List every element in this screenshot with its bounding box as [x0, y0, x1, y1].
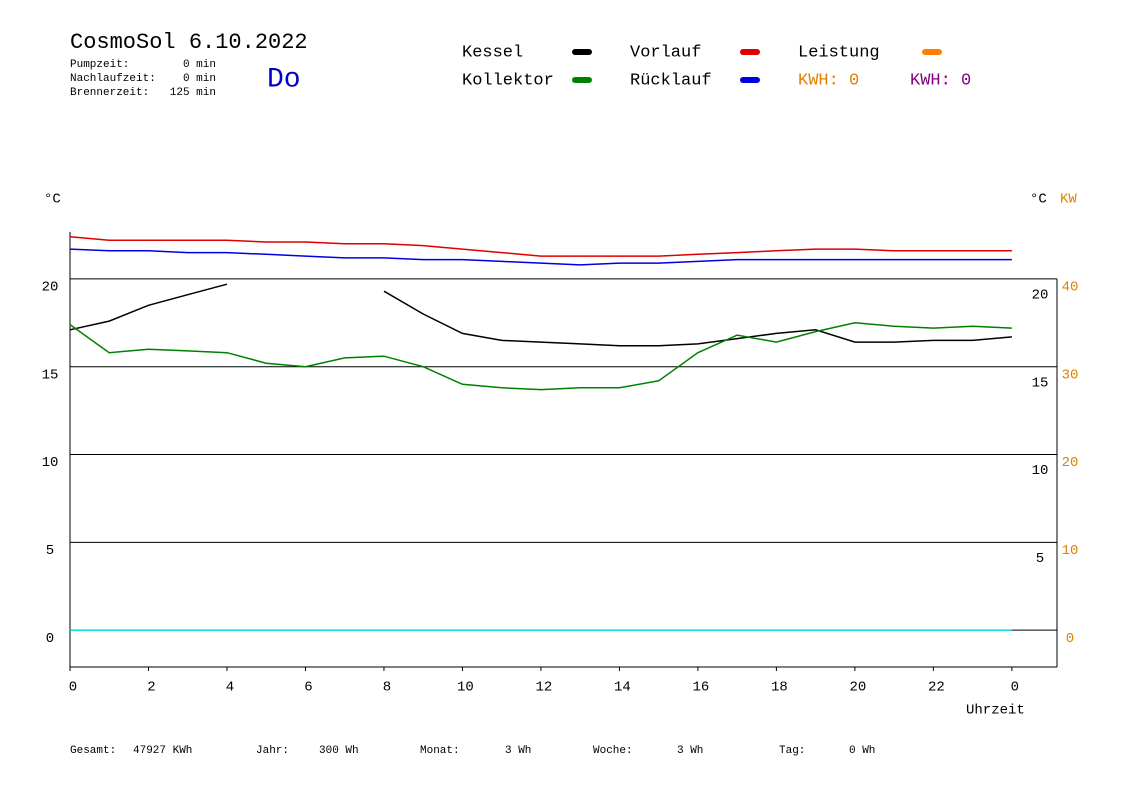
kwh-label: KWH: 0	[910, 71, 971, 90]
legend-label: Rücklauf	[630, 71, 712, 90]
y-tick-label: 10	[42, 455, 59, 471]
legend-label: Vorlauf	[630, 43, 701, 62]
legend-swatch	[740, 77, 760, 83]
legend-label: Kollektor	[462, 71, 554, 90]
y-axis-label: °C	[44, 192, 61, 208]
y2-tick-label: 10	[1062, 543, 1079, 559]
y-tick-label: 15	[42, 367, 59, 383]
y-right-tick-label: 10	[1032, 463, 1049, 479]
info-value: 0 min	[183, 59, 216, 71]
footer-label: Jahr:	[256, 745, 289, 757]
footer-value: 47927 KWh	[133, 745, 192, 757]
x-tick-label: 20	[849, 680, 866, 696]
y2-tick-label: 20	[1062, 455, 1079, 471]
info-label: Brennerzeit:	[70, 87, 149, 99]
legend-swatch	[922, 49, 942, 55]
x-tick-label: 14	[614, 680, 631, 696]
x-tick-label: 10	[457, 680, 474, 696]
y-tick-label: 5	[46, 543, 54, 559]
y-right-tick-label: 20	[1032, 288, 1049, 304]
series-line	[69, 236, 1012, 257]
y2-axis-label: KW	[1060, 192, 1077, 208]
info-value: 0 min	[183, 73, 216, 85]
series-line	[69, 248, 1012, 266]
footer-value: 3 Wh	[677, 745, 703, 757]
series-line	[69, 283, 1012, 347]
footer-label: Woche:	[593, 745, 633, 757]
x-tick-label: 2	[147, 680, 155, 696]
y2-tick-label: 40	[1062, 280, 1079, 296]
legend-swatch	[740, 49, 760, 55]
y-tick-label: 20	[42, 280, 59, 296]
footer-value: 300 Wh	[319, 745, 359, 757]
x-tick-label: 22	[928, 680, 945, 696]
x-axis-label: Uhrzeit	[966, 703, 1025, 719]
footer-value: 3 Wh	[505, 745, 531, 757]
info-label: Nachlaufzeit:	[70, 73, 156, 85]
y-right-tick-label: 5	[1036, 551, 1044, 567]
legend-swatch	[572, 77, 592, 83]
y2-tick-label: 30	[1062, 367, 1079, 383]
y-right-tick-label: 15	[1032, 375, 1049, 391]
x-tick-label: 12	[536, 680, 553, 696]
y-tick-label: 0	[46, 631, 54, 647]
legend-label: Leistung	[798, 43, 880, 62]
weekday: Do	[267, 64, 301, 95]
footer-value: 0 Wh	[849, 745, 875, 757]
x-tick-label: 6	[304, 680, 312, 696]
legend-swatch	[572, 49, 592, 55]
legend-label: Kessel	[462, 43, 523, 62]
x-tick-label: 0	[69, 680, 77, 696]
x-tick-label: 8	[383, 680, 391, 696]
footer-label: Monat:	[420, 745, 460, 757]
info-label: Pumpzeit:	[70, 59, 129, 71]
x-tick-label: 0	[1011, 680, 1019, 696]
chart-title: CosmoSol 6.10.2022	[70, 30, 308, 55]
info-value: 125 min	[170, 87, 216, 99]
series-line	[69, 322, 1012, 391]
kwh-label: KWH: 0	[798, 71, 859, 90]
y-right-axis-label: °C	[1030, 192, 1047, 208]
footer-label: Gesamt:	[70, 745, 116, 757]
y2-tick-label: 0	[1066, 631, 1074, 647]
x-tick-label: 4	[226, 680, 234, 696]
footer-label: Tag:	[779, 745, 805, 757]
x-tick-label: 18	[771, 680, 788, 696]
x-tick-label: 16	[693, 680, 710, 696]
